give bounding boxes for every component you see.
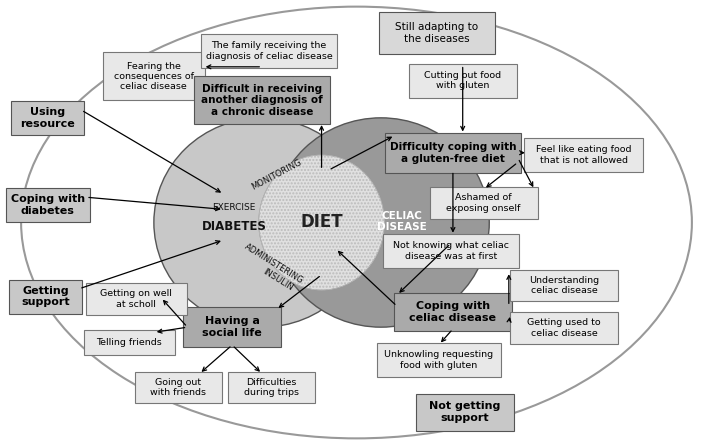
Text: Still adapting to
the diseases: Still adapting to the diseases xyxy=(395,22,478,44)
Text: MONITORING: MONITORING xyxy=(250,158,303,191)
Ellipse shape xyxy=(272,118,489,327)
FancyBboxPatch shape xyxy=(409,64,517,98)
Text: Unknowling requesting
food with gluten: Unknowling requesting food with gluten xyxy=(384,350,493,369)
Text: Telling friends: Telling friends xyxy=(96,338,163,347)
Text: Going out
with friends: Going out with friends xyxy=(150,378,206,397)
FancyBboxPatch shape xyxy=(376,343,501,377)
Ellipse shape xyxy=(154,118,371,327)
Text: The family receiving the
diagnosis of celiac disease: The family receiving the diagnosis of ce… xyxy=(206,41,332,61)
Text: Getting on well
at scholl: Getting on well at scholl xyxy=(101,289,173,308)
Text: Fearing the
consequences of
celiac disease: Fearing the consequences of celiac disea… xyxy=(114,61,194,91)
Text: Not knowing what celiac
disease was at first: Not knowing what celiac disease was at f… xyxy=(393,241,509,260)
Text: Difficulties
during trips: Difficulties during trips xyxy=(244,378,299,397)
Text: Having a
social life: Having a social life xyxy=(202,316,262,338)
FancyBboxPatch shape xyxy=(11,101,84,135)
Text: CELIAC: CELIAC xyxy=(381,211,422,221)
Text: Getting used to
celiac disease: Getting used to celiac disease xyxy=(527,318,601,338)
FancyBboxPatch shape xyxy=(394,293,513,331)
FancyBboxPatch shape xyxy=(201,34,337,68)
Text: INSULIN: INSULIN xyxy=(262,267,295,293)
Text: Ashamed of
exposing onself: Ashamed of exposing onself xyxy=(446,193,521,213)
Text: Not getting
support: Not getting support xyxy=(429,401,501,423)
Text: Difficulty coping with
a gluten-free diet: Difficulty coping with a gluten-free die… xyxy=(390,142,516,163)
FancyBboxPatch shape xyxy=(9,279,82,314)
Text: Cutting out food
with gluten: Cutting out food with gluten xyxy=(424,71,501,90)
FancyBboxPatch shape xyxy=(385,133,521,173)
FancyBboxPatch shape xyxy=(383,234,519,268)
FancyBboxPatch shape xyxy=(379,12,495,53)
Text: Using
resource: Using resource xyxy=(20,107,75,129)
Text: DIET: DIET xyxy=(300,214,343,231)
Text: DIABETES: DIABETES xyxy=(202,220,267,233)
FancyBboxPatch shape xyxy=(103,53,205,101)
Text: Feel like eating food
that is not allowed: Feel like eating food that is not allowe… xyxy=(536,145,631,165)
FancyBboxPatch shape xyxy=(510,270,618,301)
FancyBboxPatch shape xyxy=(524,138,643,172)
Text: Getting
support: Getting support xyxy=(21,286,70,307)
Ellipse shape xyxy=(21,7,692,438)
Text: Understanding
celiac disease: Understanding celiac disease xyxy=(529,276,599,295)
Text: Difficult in receiving
another diagnosis of
a chronic disease: Difficult in receiving another diagnosis… xyxy=(201,84,323,117)
Ellipse shape xyxy=(259,155,384,290)
FancyBboxPatch shape xyxy=(84,330,175,355)
FancyBboxPatch shape xyxy=(416,394,514,431)
FancyBboxPatch shape xyxy=(135,372,222,403)
Text: DISEASE: DISEASE xyxy=(377,222,427,232)
FancyBboxPatch shape xyxy=(510,312,618,344)
FancyBboxPatch shape xyxy=(194,77,330,124)
FancyBboxPatch shape xyxy=(86,283,187,315)
Text: EXERCISE: EXERCISE xyxy=(212,203,256,212)
Text: ADMINISTERING: ADMINISTERING xyxy=(243,242,305,286)
Text: Coping with
celiac disease: Coping with celiac disease xyxy=(409,301,496,323)
FancyBboxPatch shape xyxy=(183,307,281,347)
FancyBboxPatch shape xyxy=(227,372,315,403)
Text: Coping with
diabetes: Coping with diabetes xyxy=(11,194,85,216)
FancyBboxPatch shape xyxy=(6,188,90,222)
FancyBboxPatch shape xyxy=(429,187,538,218)
